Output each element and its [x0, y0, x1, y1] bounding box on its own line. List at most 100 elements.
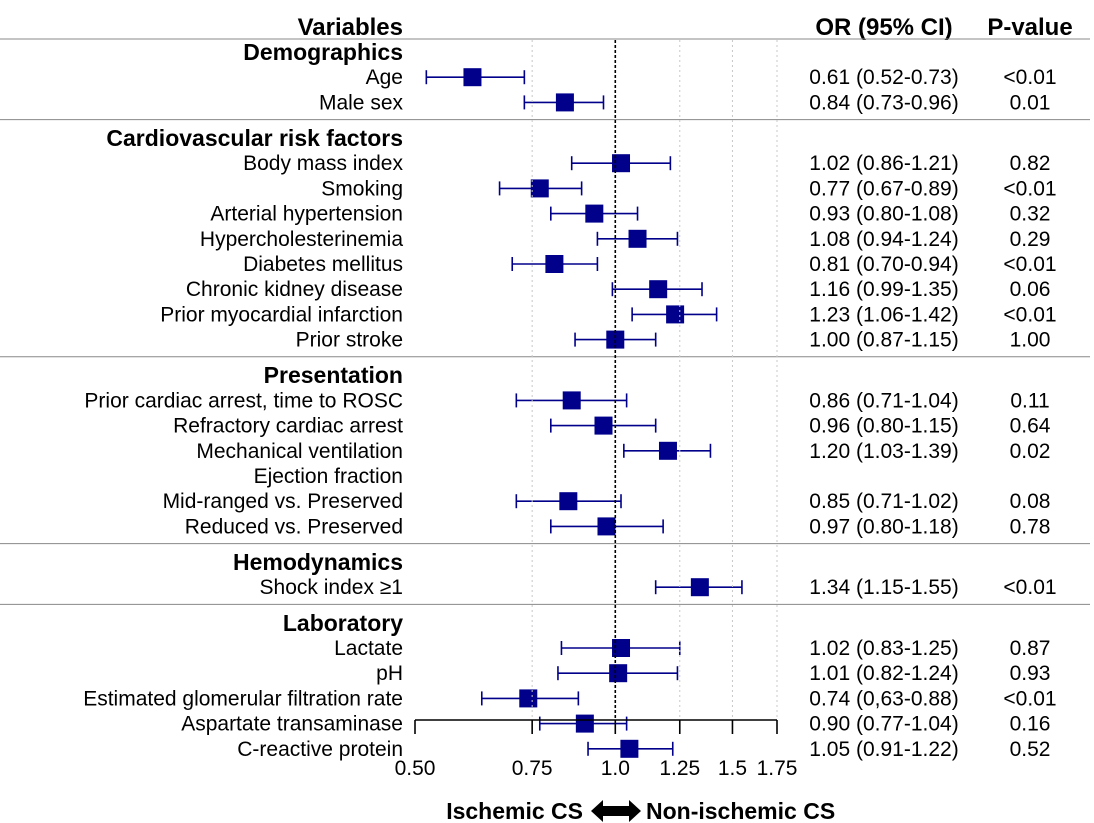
or-ci-value: 0.81 (0.70-0.94): [809, 253, 958, 276]
or-ci-value: 0.61 (0.52-0.73): [809, 66, 958, 89]
row-label: Refractory cardiac arrest: [173, 415, 403, 438]
p-value: 0.32: [1010, 203, 1051, 226]
p-value: <0.01: [1003, 177, 1056, 200]
section-title: Cardiovascular risk factors: [106, 125, 403, 151]
or-ci-value: 1.00 (0.87-1.15): [809, 329, 958, 352]
row-label: pH: [376, 662, 403, 685]
x-tick-label: 1.75: [757, 757, 798, 780]
p-value: <0.01: [1003, 253, 1056, 276]
or-ci-value: 1.23 (1.06-1.42): [809, 303, 958, 326]
row-label: Body mass index: [243, 152, 403, 175]
footer-left-label: Ischemic CS: [446, 798, 583, 823]
or-ci-value: 0.97 (0.80-1.18): [809, 515, 958, 538]
p-value: 0.08: [1010, 490, 1051, 513]
or-ci-value: 0.90 (0.77-1.04): [809, 713, 958, 736]
p-value: 0.78: [1010, 515, 1051, 538]
or-ci-value: 0.86 (0.71-1.04): [809, 389, 958, 412]
or-ci-value: 0.74 (0,63-0.88): [809, 687, 958, 710]
or-ci-value: 1.02 (0.86-1.21): [809, 152, 958, 175]
or-marker: [658, 441, 677, 460]
or-marker: [666, 305, 685, 324]
p-value: 0.02: [1010, 440, 1051, 463]
p-value: <0.01: [1003, 303, 1056, 326]
row-label: Arterial hypertension: [210, 203, 403, 226]
header-or: OR (95% CI): [815, 14, 952, 41]
row-label: Lactate: [334, 637, 403, 660]
or-marker: [612, 154, 631, 173]
or-marker: [463, 68, 482, 87]
p-value: 1.00: [1010, 329, 1051, 352]
or-marker: [575, 714, 594, 733]
x-tick-label: 1.0: [601, 757, 630, 780]
or-ci-value: 0.77 (0.67-0.89): [809, 177, 958, 200]
row-label: Male sex: [319, 91, 404, 114]
p-value: 0.29: [1010, 228, 1051, 251]
row-label: Prior stroke: [296, 329, 403, 352]
p-value: 0.93: [1010, 662, 1051, 685]
row-label: Chronic kidney disease: [186, 278, 403, 301]
x-tick-label: 1.5: [718, 757, 747, 780]
or-ci-value: 1.08 (0.94-1.24): [809, 228, 958, 251]
p-value: <0.01: [1003, 66, 1056, 89]
or-marker: [585, 204, 604, 223]
section-title: Presentation: [264, 362, 403, 388]
p-value: 0.64: [1010, 415, 1051, 438]
or-ci-value: 1.01 (0.82-1.24): [809, 662, 958, 685]
or-marker: [690, 578, 709, 597]
row-label: Aspartate transaminase: [181, 713, 403, 736]
or-marker: [562, 391, 581, 410]
row-label: Smoking: [321, 177, 403, 200]
or-ci-value: 1.16 (0.99-1.35): [809, 278, 958, 301]
or-marker: [620, 739, 639, 758]
header-variables: Variables: [298, 14, 403, 41]
row-label: Hypercholesterinemia: [200, 228, 403, 251]
p-value: <0.01: [1003, 687, 1056, 710]
or-marker: [559, 492, 578, 511]
row-label: Prior cardiac arrest, time to ROSC: [84, 389, 403, 412]
or-marker: [628, 229, 647, 248]
or-marker: [612, 639, 631, 657]
p-value: 0.06: [1010, 278, 1051, 301]
section-title: Demographics: [243, 39, 403, 65]
row-label: C-reactive protein: [237, 738, 403, 761]
p-value: 0.82: [1010, 152, 1051, 175]
x-axis: 0.50 0.75 1.0 1.25 1.5 1.75: [395, 40, 798, 780]
p-value: <0.01: [1003, 576, 1056, 599]
or-ci-value: 0.96 (0.80-1.15): [809, 415, 958, 438]
or-marker: [597, 517, 616, 536]
or-marker: [606, 330, 625, 349]
or-ci-value: 0.84 (0.73-0.96): [809, 91, 958, 114]
x-tick-label: 0.75: [512, 757, 553, 780]
p-value: 0.16: [1010, 713, 1051, 736]
x-tick-label: 0.50: [395, 757, 436, 780]
or-marker: [555, 93, 574, 112]
p-value: 0.52: [1010, 738, 1051, 761]
row-label: Mid-ranged vs. Preserved: [163, 490, 403, 513]
or-marker: [609, 664, 628, 683]
or-marker: [545, 255, 564, 273]
or-ci-value: 1.05 (0.91-1.22): [809, 738, 958, 761]
header-p-value: P-value: [987, 14, 1072, 41]
or-ci-value: 0.85 (0.71-1.02): [809, 490, 958, 513]
section-title: Laboratory: [283, 610, 403, 636]
x-tick-label: 1.25: [659, 757, 700, 780]
row-label: Age: [366, 66, 403, 89]
or-marker: [594, 416, 613, 435]
p-value: 0.11: [1010, 389, 1049, 412]
footer-right-label: Non-ischemic CS: [646, 798, 835, 823]
row-label: Estimated glomerular filtration rate: [83, 687, 403, 710]
p-value: 0.87: [1010, 637, 1051, 660]
row-label: Shock index ≥1: [260, 576, 403, 599]
or-ci-value: 1.34 (1.15-1.55): [809, 576, 958, 599]
or-ci-value: 1.02 (0.83-1.25): [809, 637, 958, 660]
section-title: Hemodynamics: [233, 549, 403, 575]
row-label: Diabetes mellitus: [243, 253, 403, 276]
or-marker: [519, 689, 538, 708]
or-ci-value: 1.20 (1.03-1.39): [809, 440, 958, 463]
double-arrow-icon: [591, 800, 641, 822]
row-label: Prior myocardial infarction: [160, 303, 403, 326]
or-marker: [649, 280, 668, 299]
row-label: Ejection fraction: [254, 465, 403, 488]
